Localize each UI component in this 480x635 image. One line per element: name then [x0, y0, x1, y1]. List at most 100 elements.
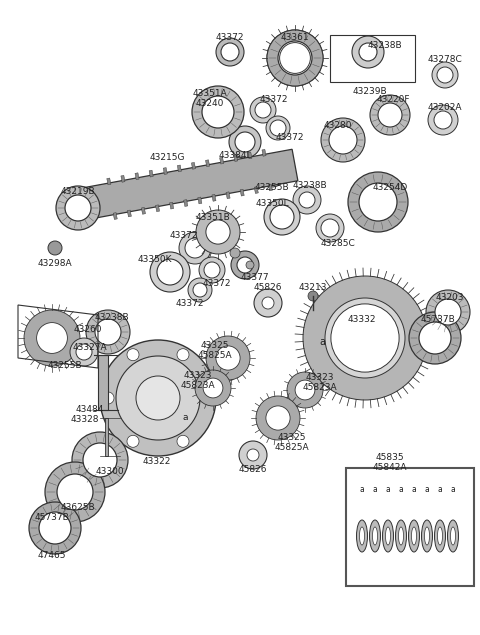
Circle shape [216, 346, 240, 370]
Ellipse shape [451, 527, 456, 545]
Ellipse shape [424, 527, 430, 545]
Text: 43260: 43260 [74, 326, 102, 335]
Polygon shape [248, 152, 252, 159]
Circle shape [185, 238, 205, 258]
Circle shape [150, 252, 190, 292]
Polygon shape [149, 170, 153, 177]
Polygon shape [184, 199, 188, 206]
Circle shape [409, 312, 461, 364]
Circle shape [206, 336, 250, 380]
Text: 43377: 43377 [240, 274, 269, 283]
Text: 43323: 43323 [306, 373, 334, 382]
Circle shape [359, 43, 377, 61]
Text: a: a [451, 486, 456, 495]
Ellipse shape [357, 520, 368, 552]
Text: 45737B: 45737B [420, 316, 456, 324]
Text: 47465: 47465 [38, 551, 66, 559]
Circle shape [65, 195, 91, 221]
Text: 43298A: 43298A [38, 258, 72, 267]
Text: 43300: 43300 [96, 467, 124, 476]
Polygon shape [220, 157, 224, 164]
Circle shape [256, 396, 300, 440]
Circle shape [48, 241, 62, 255]
Polygon shape [212, 194, 216, 201]
Circle shape [204, 262, 220, 278]
Ellipse shape [398, 527, 404, 545]
Circle shape [331, 304, 399, 372]
Text: 43219B: 43219B [60, 187, 96, 196]
Text: 43254D: 43254D [372, 184, 408, 192]
Text: 43280: 43280 [324, 121, 352, 130]
Text: 45737B: 45737B [35, 514, 70, 523]
Text: a: a [398, 486, 403, 495]
Circle shape [230, 248, 240, 258]
Circle shape [299, 192, 315, 208]
Text: 43372: 43372 [176, 300, 204, 309]
Ellipse shape [385, 527, 391, 545]
Circle shape [321, 219, 339, 237]
Circle shape [57, 474, 93, 510]
Circle shape [86, 310, 130, 354]
Text: 43350K: 43350K [138, 255, 172, 265]
Polygon shape [226, 192, 230, 199]
Text: 45842A: 45842A [373, 464, 407, 472]
Text: 43625B: 43625B [60, 502, 96, 512]
Text: 43384L: 43384L [218, 150, 252, 159]
Text: a: a [182, 413, 188, 422]
Ellipse shape [434, 520, 445, 552]
Circle shape [157, 259, 183, 285]
Circle shape [39, 512, 71, 544]
Circle shape [237, 257, 253, 273]
Text: a: a [385, 486, 390, 495]
Text: a: a [425, 486, 430, 495]
Text: 43322: 43322 [143, 457, 171, 467]
Polygon shape [75, 149, 298, 221]
Text: 45826: 45826 [254, 283, 282, 293]
Text: 43328: 43328 [71, 415, 99, 425]
Circle shape [199, 257, 225, 283]
Circle shape [56, 186, 100, 230]
Text: 43240: 43240 [196, 100, 224, 109]
Circle shape [325, 298, 405, 378]
Circle shape [428, 105, 458, 135]
Text: 43372: 43372 [203, 279, 231, 288]
Polygon shape [254, 187, 258, 194]
Text: a: a [360, 486, 364, 495]
Polygon shape [192, 163, 195, 170]
Circle shape [116, 356, 200, 440]
Text: 43332: 43332 [348, 316, 376, 324]
Ellipse shape [408, 520, 420, 552]
Text: 43220F: 43220F [376, 95, 410, 105]
Circle shape [250, 97, 276, 123]
Circle shape [352, 36, 384, 68]
Text: 43350L: 43350L [255, 199, 289, 208]
Circle shape [216, 38, 244, 66]
Text: 45835: 45835 [376, 453, 404, 462]
Text: 43351B: 43351B [196, 213, 230, 222]
Text: 45823A: 45823A [180, 382, 216, 391]
Text: 43361: 43361 [281, 34, 309, 43]
Text: 43255B: 43255B [255, 184, 289, 192]
Circle shape [246, 261, 254, 269]
Circle shape [127, 436, 139, 447]
Text: 45826: 45826 [239, 465, 267, 474]
Ellipse shape [360, 527, 364, 545]
Circle shape [337, 310, 393, 366]
Circle shape [202, 96, 234, 128]
Circle shape [179, 232, 211, 264]
Circle shape [206, 220, 230, 244]
Circle shape [24, 310, 80, 366]
Circle shape [72, 432, 128, 488]
Circle shape [136, 376, 180, 420]
Text: 43238B: 43238B [95, 312, 129, 321]
Circle shape [287, 372, 323, 408]
Text: 43203: 43203 [436, 293, 464, 302]
Circle shape [127, 349, 139, 361]
Polygon shape [163, 168, 168, 175]
Circle shape [279, 43, 311, 74]
Text: 43351A: 43351A [192, 90, 228, 98]
Circle shape [270, 120, 286, 136]
Circle shape [293, 186, 321, 214]
Text: 43239B: 43239B [353, 88, 387, 97]
Text: 43372: 43372 [276, 133, 304, 142]
